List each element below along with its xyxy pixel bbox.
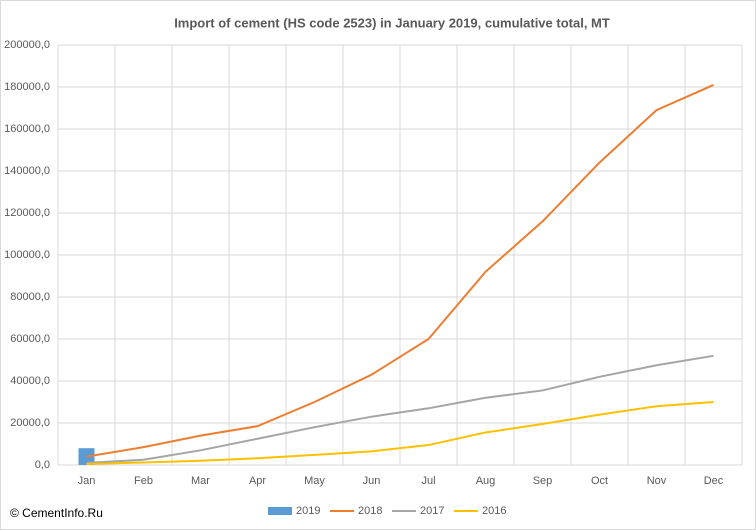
x-tick-label: Aug	[476, 475, 496, 487]
y-tick-label: 40000,0	[10, 375, 50, 387]
line	[86, 401, 714, 465]
x-tick-label: Apr	[249, 475, 266, 487]
source: © CementInfo.Ru	[10, 506, 103, 520]
y-tick-label: 120000,0	[4, 207, 50, 219]
x-tick-label: Oct	[591, 475, 608, 487]
x-tick-label: Mar	[191, 475, 210, 487]
x-tick-label: Jun	[363, 475, 381, 487]
x-tick-label: Jul	[421, 475, 435, 487]
y-tick-label: 180000,0	[4, 81, 50, 93]
line	[86, 83, 714, 458]
x-tick-label: Sep	[533, 475, 553, 487]
y-tick-label: 60000,0	[10, 333, 50, 345]
x-tick-label: Feb	[134, 475, 153, 487]
y-tick-label: 80000,0	[10, 291, 50, 303]
chart-title: Import of cement (HS code 2523) in Janua…	[174, 15, 610, 30]
y-tick-label: 160000,0	[4, 123, 50, 135]
y-tick-label: 200000,0	[4, 39, 50, 51]
legend-label: 2016	[482, 505, 506, 517]
x-tick-label: Nov	[647, 475, 667, 487]
x-tick-label: May	[304, 475, 325, 487]
legend-label: 2017	[420, 505, 444, 517]
x-tick-label: Jan	[78, 475, 96, 487]
legend-swatch	[268, 507, 292, 515]
y-tick-label: 20000,0	[10, 417, 50, 429]
x-tick-label: Dec	[704, 475, 724, 487]
y-tick-label: 0,0	[35, 459, 50, 471]
y-tick-label: 100000,0	[4, 249, 50, 261]
line	[86, 354, 714, 464]
legend-label: 2019	[296, 505, 320, 517]
legend-label: 2018	[358, 505, 382, 517]
y-tick-label: 140000,0	[4, 165, 50, 177]
